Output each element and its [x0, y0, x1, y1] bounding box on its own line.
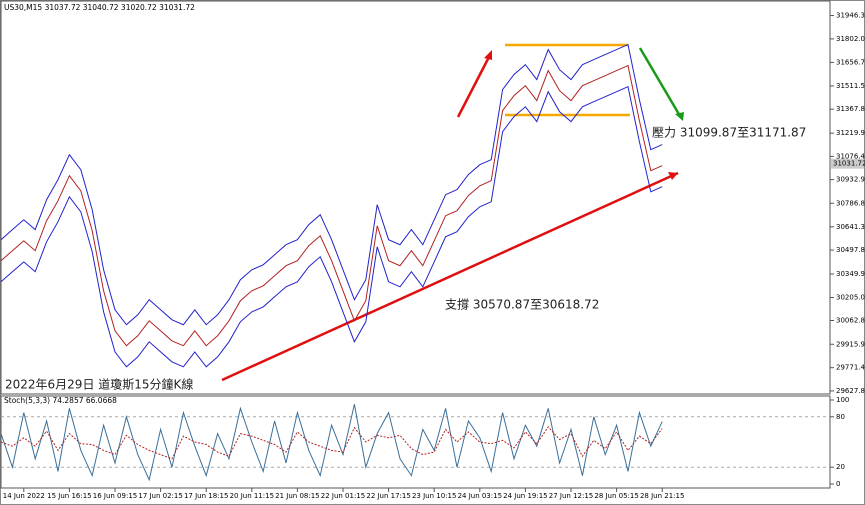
x-tick-label: 23 Jun 10:15: [412, 492, 456, 500]
y-tick-label: 31511.54: [836, 82, 865, 90]
y-tick-label: 20: [836, 463, 845, 471]
y-tick-label: 31076.40: [836, 152, 865, 160]
series-line: [0, 404, 663, 482]
x-tick-label: 28 Jun 21:15: [640, 492, 684, 500]
y-tick-label: 29627.85: [836, 387, 865, 395]
series-line: [0, 64, 663, 347]
x-tick-label: 27 Jun 12:15: [549, 492, 593, 500]
x-tick-label: 22 Jun 17:15: [366, 492, 410, 500]
y-tick-label: 100: [836, 396, 849, 404]
x-tick-label: 24 Jun 03:15: [458, 492, 502, 500]
x-tick-label: 22 Jun 01:15: [321, 492, 365, 500]
stoch-panel: [0, 395, 831, 489]
price-tag-label: 31031.72: [833, 160, 865, 168]
x-tick-label: 15 Jun 16:15: [47, 492, 91, 500]
y-tick-label: 31367.85: [836, 105, 865, 113]
y-tick-label: 0: [836, 480, 840, 488]
y-tick-label: 29771.40: [836, 364, 865, 372]
series-line: [0, 43, 663, 326]
y-tick-label: 30205.05: [836, 293, 865, 301]
annotation: 2022年6月29日 道瓊斯15分鐘K線: [5, 377, 193, 392]
y-tick-label: 30062.85: [836, 316, 865, 324]
x-tick-label: 20 Jun 11:15: [230, 492, 274, 500]
y-tick-label: 30786.85: [836, 199, 865, 207]
y-tick-label: 31656.79: [836, 58, 865, 66]
x-tick-label: 21 Jun 08:15: [275, 492, 319, 500]
main-panel: [0, 0, 831, 395]
down-arrow: [638, 47, 682, 117]
annotation: 壓力 31099.87至31171.87: [652, 126, 806, 140]
arrow-head: [484, 50, 492, 60]
y-tick-label: 31802.05: [836, 35, 865, 43]
y-tick-label: 30932.95: [836, 176, 865, 184]
up-arrow: [456, 54, 492, 118]
x-tick-label: 16 Jun 09:15: [93, 492, 137, 500]
y-tick-label: 80: [836, 413, 845, 421]
annotation: 支撐 30570.87至30618.72: [445, 298, 599, 312]
price-tag: [831, 158, 864, 169]
y-tick-label: 31946.30: [836, 12, 865, 20]
x-tick-label: 14 Jun 2022: [3, 492, 45, 500]
y-tick-label: 30349.95: [836, 270, 865, 278]
y-tick-label: 30497.85: [836, 246, 865, 254]
x-tick-label: 28 Jun 05:15: [594, 492, 638, 500]
x-tick-label: 17 Jun 02:15: [138, 492, 182, 500]
chart-title: US30,M15 31037.72 31040.72 31020.72 3103…: [4, 3, 195, 12]
y-tick-label: 30641.30: [836, 223, 865, 231]
series-line: [0, 426, 663, 460]
series-line: [0, 85, 663, 368]
y-tick-label: 31219.95: [836, 129, 865, 137]
arrow-head: [668, 172, 678, 180]
x-tick-label: 17 Jun 18:15: [184, 492, 228, 500]
stoch-title: Stoch(5,3,3) 74.2857 66.0668: [4, 396, 117, 405]
y-tick-label: 29915.95: [836, 340, 865, 348]
trend-line: [221, 171, 679, 382]
arrow-head: [675, 112, 684, 121]
x-tick-label: 24 Jun 19:15: [503, 492, 547, 500]
